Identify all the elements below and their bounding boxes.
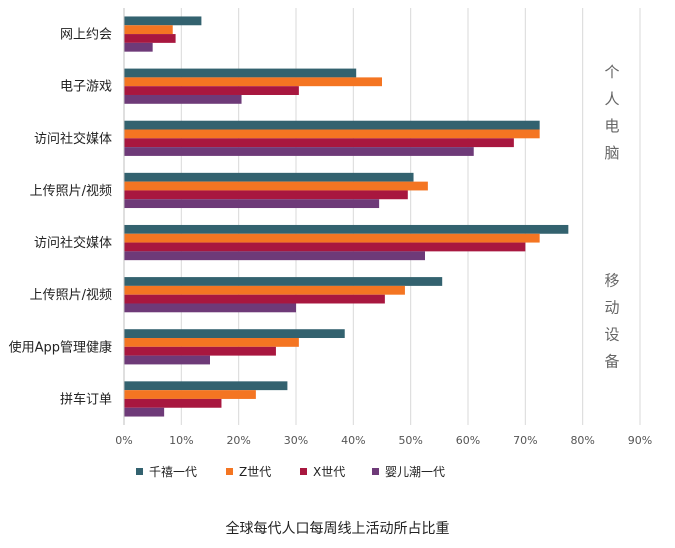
bar <box>124 172 414 182</box>
bar <box>124 77 382 87</box>
bar <box>124 294 385 304</box>
bar <box>124 338 299 347</box>
bar <box>124 34 176 43</box>
category-label: 上传照片/视频 <box>30 184 112 199</box>
legend-swatch <box>372 468 379 475</box>
category-label: 访问社交媒体 <box>34 235 112 251</box>
bar <box>124 25 173 35</box>
x-tick-label: 70% <box>513 434 537 447</box>
bar <box>124 329 345 339</box>
category-label: 访问社交媒体 <box>34 131 112 147</box>
bar <box>124 16 202 26</box>
x-tick-label: 80% <box>570 434 594 447</box>
x-tick-label: 10% <box>169 434 193 447</box>
x-tick-label: 0% <box>115 434 132 447</box>
category-labels: 网上约会电子游戏访问社交媒体上传照片/视频访问社交媒体上传照片/视频使用App管… <box>9 28 112 408</box>
x-axis-ticks: 0% 10% 20% 30% 40% 50% 60% 70% 80% 90% <box>115 434 652 447</box>
x-tick-label: 40% <box>341 434 365 447</box>
bar <box>124 251 425 261</box>
bar <box>124 242 526 252</box>
bar <box>124 147 474 156</box>
bar <box>124 381 288 391</box>
category-label: 拼车订单 <box>60 391 112 407</box>
chart-caption: 全球每代人口每周线上活动所占比重 <box>225 521 450 537</box>
bar <box>124 355 210 365</box>
bar <box>124 190 408 200</box>
legend-swatch <box>300 468 307 475</box>
bar <box>124 199 380 209</box>
bar <box>124 277 443 286</box>
group-label: 移动设备 <box>604 271 619 370</box>
group-label: 个人电脑 <box>604 63 619 162</box>
bar <box>124 138 514 148</box>
x-tick-label: 30% <box>284 434 308 447</box>
bar <box>124 224 569 234</box>
category-label: 使用App管理健康 <box>9 339 112 355</box>
legend-label: X世代 <box>313 465 345 479</box>
bar <box>124 233 540 243</box>
bars <box>123 8 569 425</box>
bar <box>124 181 428 191</box>
bar <box>124 346 276 356</box>
category-label: 网上约会 <box>60 28 112 43</box>
bar <box>124 68 357 78</box>
legend-label: 婴儿潮一代 <box>385 464 445 479</box>
bar <box>124 390 256 399</box>
bar <box>124 398 222 408</box>
legend-label: 千禧一代 <box>149 465 197 479</box>
legend: 千禧一代 Z世代 X世代 婴儿潮一代 <box>136 464 445 479</box>
x-tick-label: 20% <box>226 434 250 447</box>
legend-swatch <box>136 468 143 475</box>
category-label: 上传照片/视频 <box>30 288 112 303</box>
bar <box>124 303 296 313</box>
bar <box>124 86 299 95</box>
x-tick-label: 90% <box>628 434 652 447</box>
bar <box>124 42 153 52</box>
category-label: 电子游戏 <box>60 80 112 95</box>
x-tick-label: 60% <box>456 434 480 447</box>
legend-label: Z世代 <box>239 465 271 479</box>
x-tick-label: 50% <box>398 434 422 447</box>
bar <box>124 407 165 417</box>
legend-swatch <box>226 468 233 475</box>
bar <box>124 285 405 295</box>
bar <box>124 94 242 104</box>
bar <box>124 129 540 139</box>
bar <box>124 120 540 130</box>
